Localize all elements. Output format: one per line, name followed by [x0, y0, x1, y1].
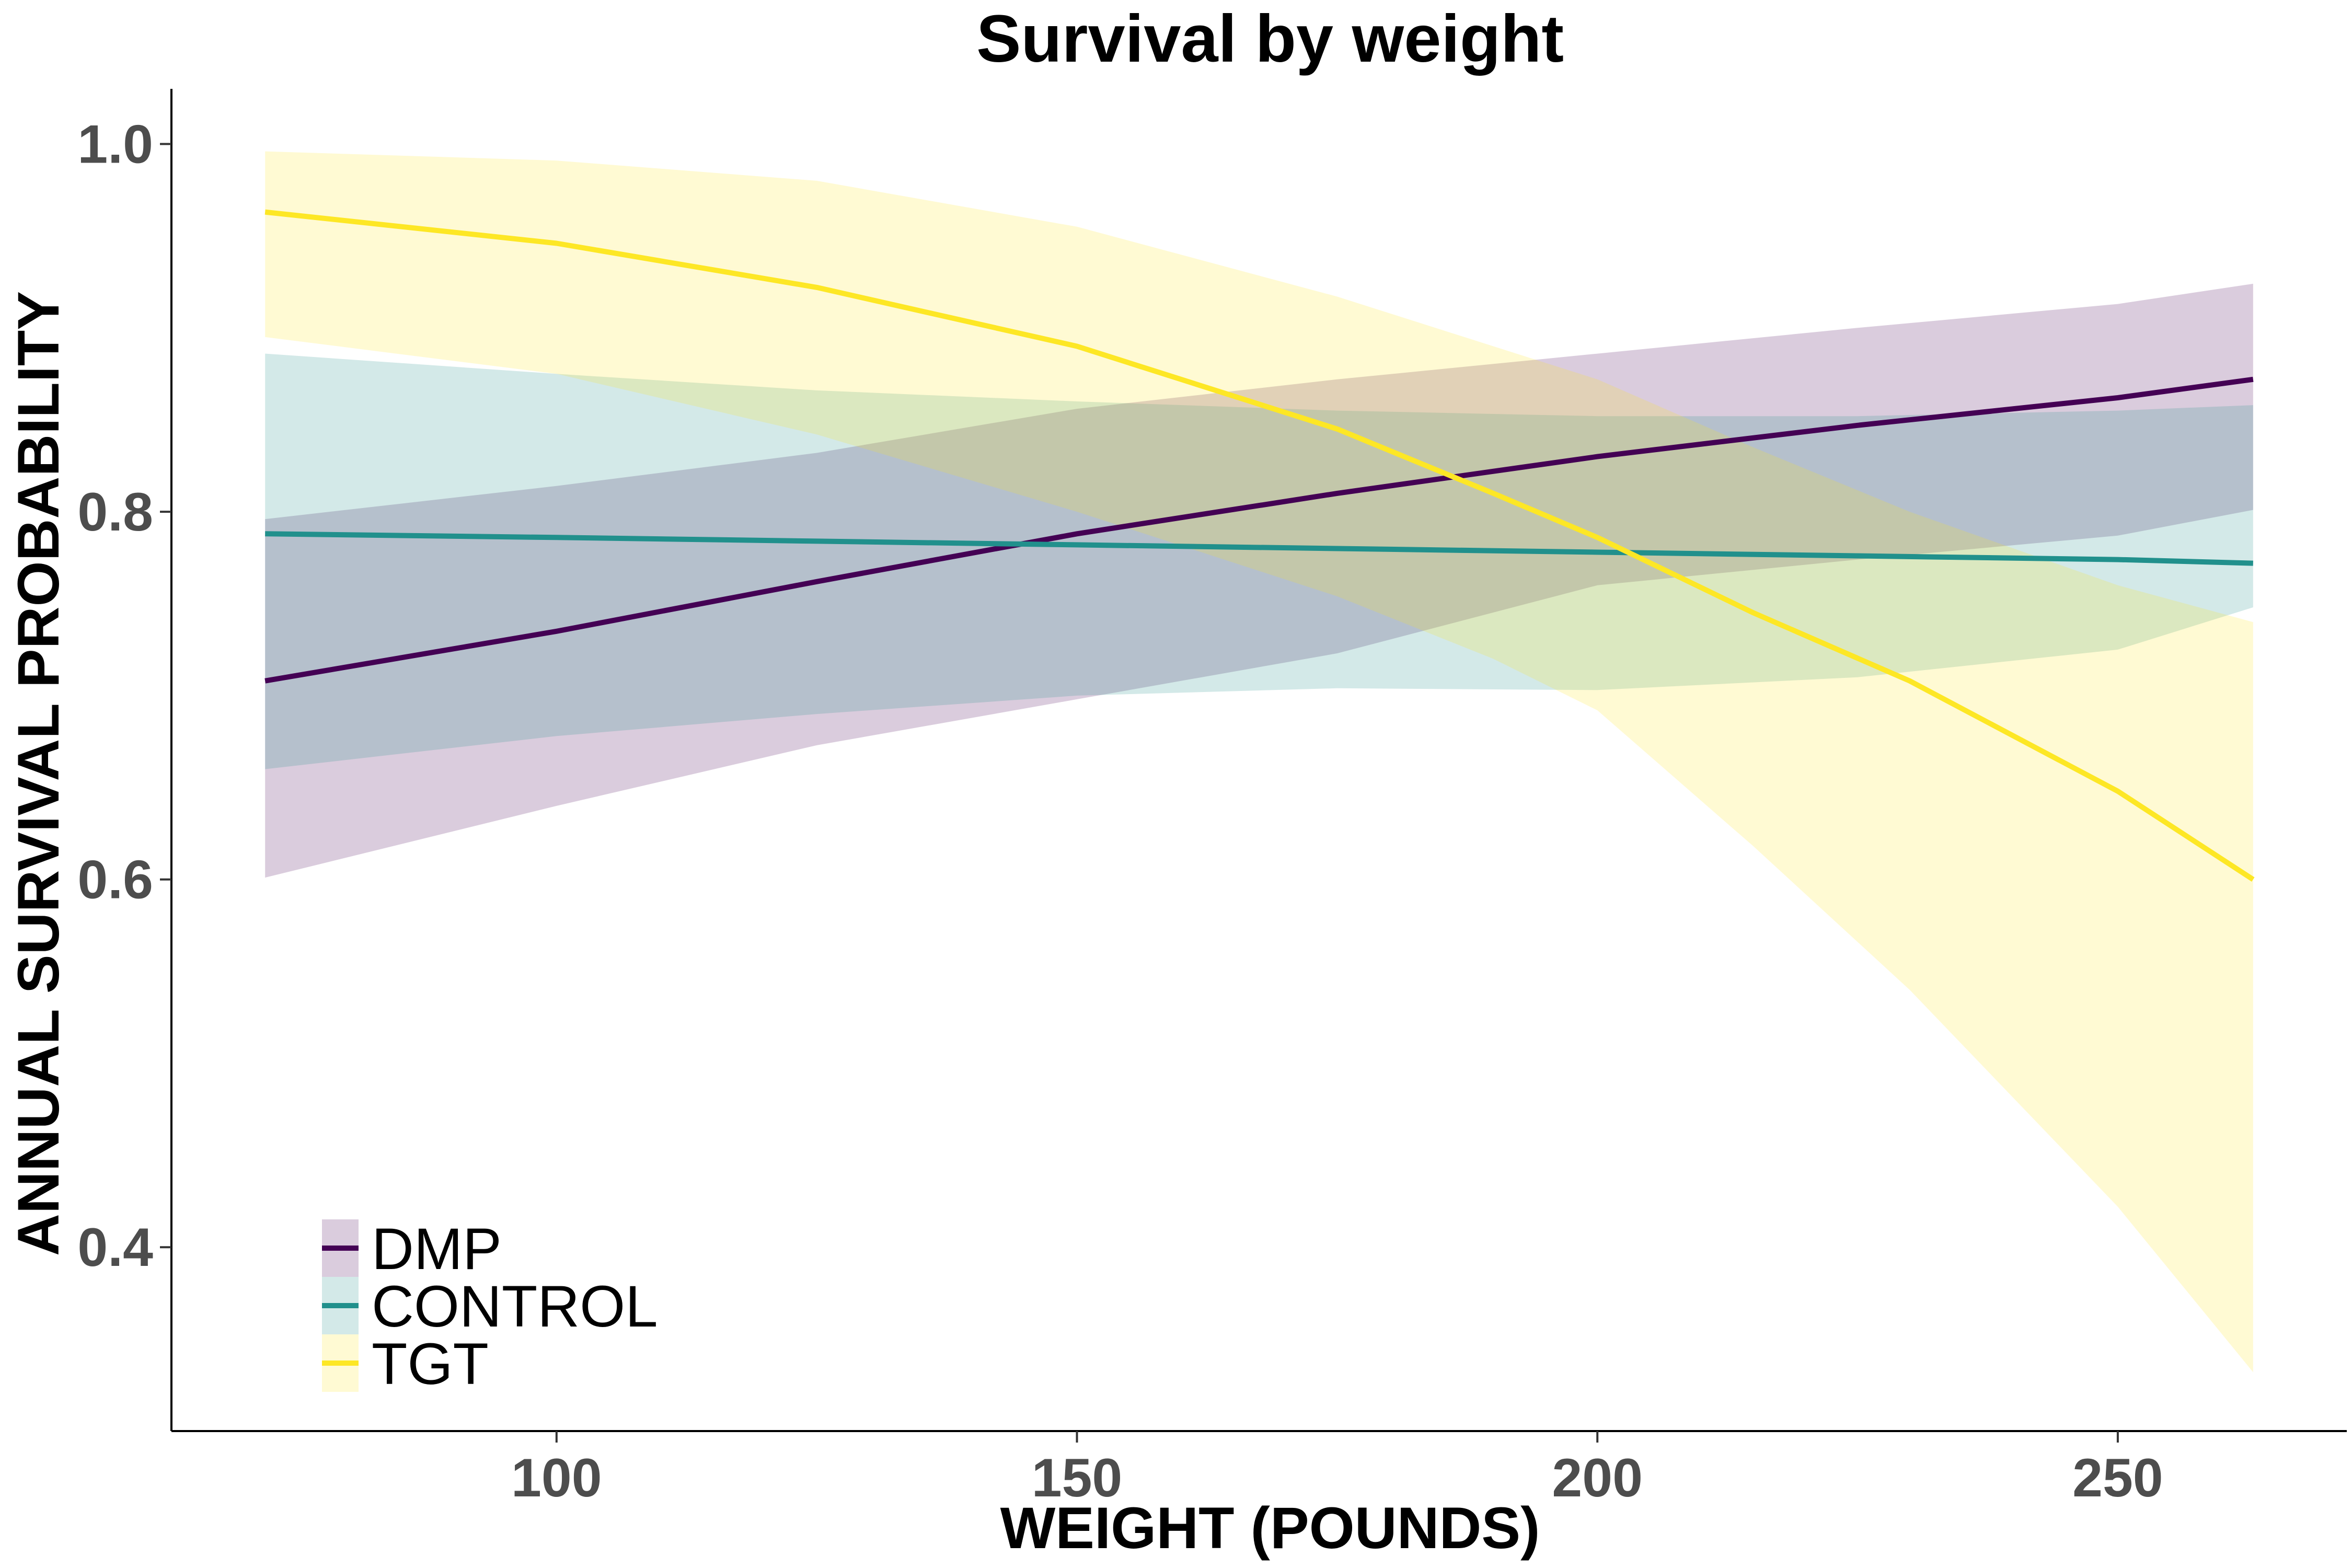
x-axis-ticks: 100 150 200 250	[511, 1431, 2163, 1508]
legend-label: DMP	[372, 1216, 502, 1282]
series-line-tgt	[264, 209, 2255, 882]
x-tick-label: 100	[511, 1448, 602, 1508]
x-axis-label: WEIGHT (POUNDS)	[1000, 1495, 1540, 1561]
legend-item-control: CONTROL	[322, 1274, 658, 1339]
axes	[170, 89, 2347, 1432]
confidence-band-dmp	[265, 283, 2253, 878]
legend-item-tgt: TGT	[322, 1331, 489, 1397]
y-tick-label: 0.6	[77, 850, 153, 910]
y-tick-label: 0.8	[77, 482, 153, 543]
chart-title: Survival by weight	[976, 2, 1564, 76]
y-axis-ticks: 0.4 0.6 0.8 1.0	[77, 114, 171, 1278]
confidence-band-tgt	[265, 151, 2253, 1373]
x-tick-label: 250	[2072, 1448, 2163, 1508]
series-line-control	[265, 531, 2253, 566]
x-tick-label: 200	[1552, 1448, 1643, 1508]
y-tick-label: 0.4	[77, 1217, 153, 1278]
series-line-dmp	[264, 376, 2254, 684]
confidence-band-control	[265, 353, 2253, 769]
y-axis-label: ANNUAL SURVIVAL PROBABILITY	[6, 291, 71, 1256]
confidence-bands	[265, 151, 2253, 1373]
series-lines	[264, 209, 2255, 882]
y-tick-label: 1.0	[77, 114, 153, 175]
legend-item-dmp: DMP	[322, 1216, 502, 1282]
legend-label: TGT	[372, 1331, 489, 1397]
legend-label: CONTROL	[372, 1274, 658, 1339]
x-tick-label: 150	[1032, 1448, 1123, 1508]
